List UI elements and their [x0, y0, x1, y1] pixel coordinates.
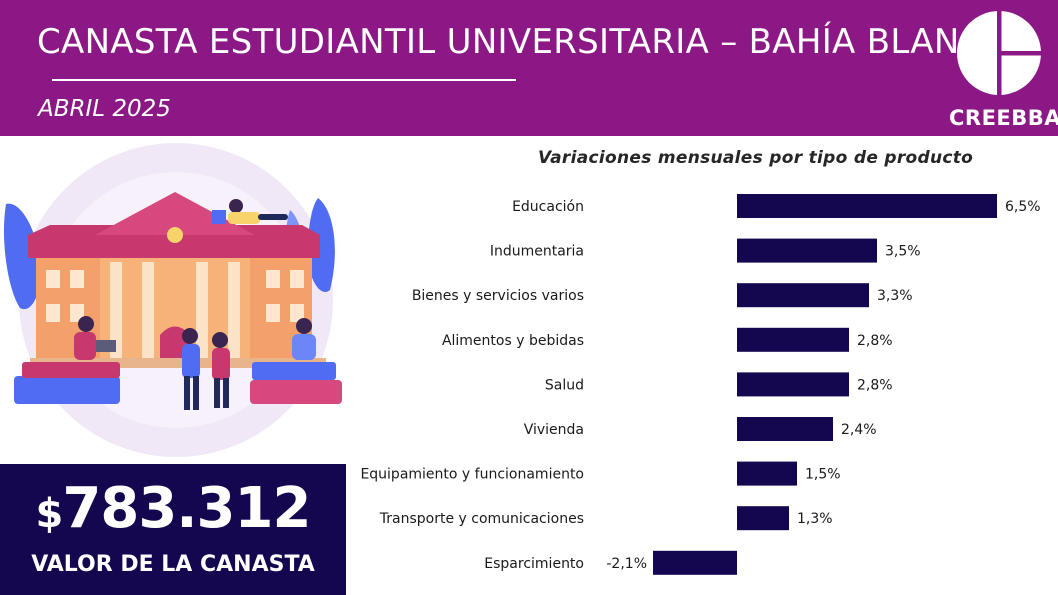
bar-6 [737, 461, 797, 486]
value-label: 2,4% [841, 422, 877, 438]
logo-mark-icon [957, 8, 1044, 98]
logo-brand-text: CREEBBA [949, 106, 1058, 130]
value-label: 6,5% [1005, 199, 1041, 215]
currency-symbol: $ [35, 491, 64, 537]
chart-title: Variaciones mensuales por tipo de produc… [538, 148, 974, 168]
category-label: Alimentos y bebidas [442, 333, 584, 349]
value-label: 2,8% [857, 377, 893, 393]
university-illustration [3, 143, 342, 457]
category-label: Transporte y comunicaciones [379, 511, 584, 527]
category-label: Equipamiento y funcionamiento [360, 467, 584, 483]
value-label: 1,3% [797, 511, 833, 527]
basket-value-box: $783.312 VALOR DE LA CANASTA [0, 464, 346, 595]
category-label: Esparcimiento [484, 556, 584, 572]
bar-1 [737, 238, 877, 263]
page-title: CANASTA ESTUDIANTIL UNIVERSITARIA – BAHÍ… [37, 22, 1008, 62]
basket-value-caption: VALOR DE LA CANASTA [31, 552, 315, 577]
bar-8 [653, 550, 737, 575]
basket-amount-value: 783.312 [62, 476, 311, 541]
bar-5 [737, 417, 833, 441]
bar-3 [737, 327, 849, 352]
creebba-logo: CREEBBA [949, 8, 1058, 132]
value-label: 2,8% [857, 333, 893, 349]
report-date: ABRIL 2025 [38, 96, 171, 122]
category-label: Bienes y servicios varios [412, 288, 584, 304]
value-label: 1,5% [805, 467, 841, 483]
value-label: -2,1% [606, 556, 647, 572]
basket-amount: $783.312 [0, 476, 346, 541]
value-label: 3,3% [877, 288, 913, 304]
bar-4 [737, 372, 849, 397]
header-banner: CANASTA ESTUDIANTIL UNIVERSITARIA – BAHÍ… [0, 0, 1058, 136]
value-label: 3,5% [885, 244, 921, 260]
category-label: Educación [512, 199, 584, 215]
category-label: Vivienda [524, 422, 584, 438]
category-label: Salud [545, 377, 584, 393]
bar-0 [737, 194, 997, 218]
bar-7 [737, 506, 789, 531]
variation-bar-chart: Educación 6,5% Indumentaria 3,5% Bienes y se… [360, 194, 1041, 575]
bar-2 [737, 283, 869, 308]
title-underline [52, 79, 516, 81]
category-label: Indumentaria [490, 244, 584, 260]
